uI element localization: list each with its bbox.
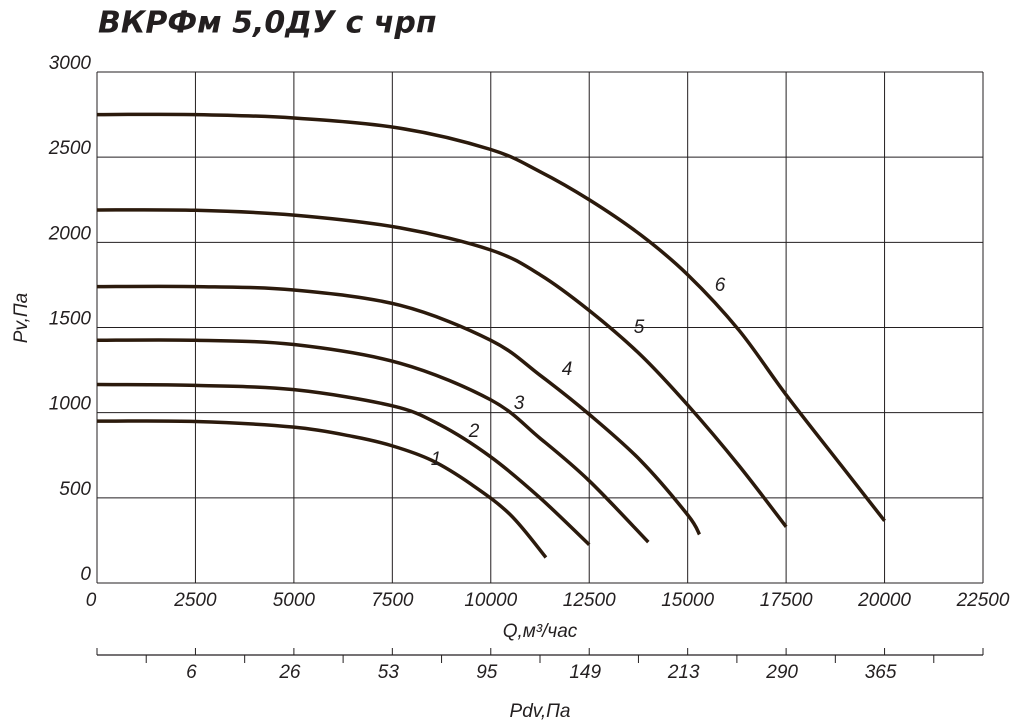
- x-tick-label: 10000: [464, 590, 517, 611]
- x-tick-label: 0: [86, 590, 97, 611]
- x2-axis-title: Pdv,Па: [510, 701, 571, 722]
- x-tick-label: 7500: [371, 590, 414, 611]
- curve-label: 6: [715, 275, 726, 296]
- curve: [96, 208, 788, 528]
- x2-tick-label: 290: [765, 662, 798, 683]
- curve-label: 3: [514, 393, 525, 414]
- curve-label: 2: [468, 421, 480, 442]
- x-tick-label: 17500: [760, 590, 813, 611]
- curve-label: 1: [431, 449, 442, 470]
- curve-label: 5: [634, 317, 645, 338]
- curve: [96, 338, 650, 544]
- x2-tick-label: 365: [865, 662, 897, 683]
- curve: [96, 382, 591, 546]
- y-tick-label: 2500: [48, 138, 92, 159]
- x-tick-label: 2500: [173, 590, 217, 611]
- x2-tick-label: 26: [278, 662, 301, 683]
- curve: [96, 284, 702, 536]
- x-tick-label: 22500: [956, 590, 1010, 611]
- x2-tick-label: 6: [186, 662, 197, 683]
- x-tick-label: 15000: [661, 590, 714, 611]
- curve-label: 4: [562, 359, 573, 380]
- x2-tick-label: 149: [569, 662, 601, 683]
- y-tick-label: 1000: [49, 394, 92, 415]
- x2-tick-label: 95: [476, 662, 498, 683]
- y-tick-label: 0: [80, 564, 91, 585]
- x2-tick-label: 213: [667, 662, 700, 683]
- chart-title: ВКРФм 5,0ДУ с чрп: [98, 6, 437, 41]
- x-tick-label: 5000: [273, 590, 316, 611]
- y-tick-label: 1500: [49, 309, 92, 330]
- y-tick-label: 3000: [49, 53, 92, 74]
- x2-tick-label: 53: [378, 662, 400, 683]
- y-tick-label: 2000: [48, 223, 92, 244]
- curve: [96, 112, 886, 522]
- y-axis-title: Pv,Па: [11, 293, 32, 343]
- x-tick-label: 12500: [563, 590, 616, 611]
- curve: [96, 419, 548, 559]
- x-tick-label: 20000: [857, 590, 911, 611]
- x-axis-title: Q,м³/час: [503, 621, 578, 642]
- y-tick-label: 500: [59, 479, 91, 500]
